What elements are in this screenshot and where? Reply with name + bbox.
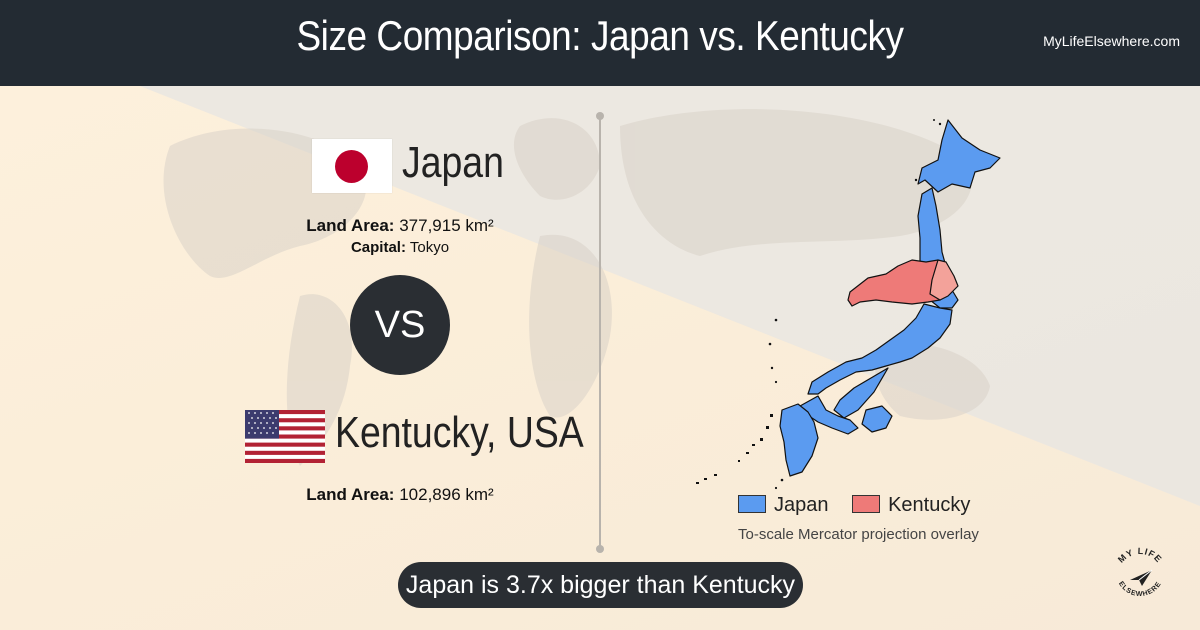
paper-plane-logo-icon: MY LIFE ELSEWHERE (1116, 546, 1164, 598)
island-dots (696, 119, 942, 490)
country-b-area-label: Land Area: (306, 485, 395, 504)
logo-text-bottom: ELSEWHERE (1117, 580, 1162, 598)
country-a-name: Japan (402, 138, 504, 187)
country-a-capital-value: Tokyo (409, 239, 450, 256)
legend-label-japan: Japan (774, 494, 829, 516)
country-a-capital-label: Capital: (350, 239, 406, 256)
divider-bottom-dot (596, 545, 604, 553)
divider-top-dot (596, 112, 604, 120)
comparison-verdict: Japan is 3.7x bigger than Kentucky (398, 562, 803, 608)
country-a-capital: Capital: Tokyo (250, 239, 550, 256)
legend-label-kentucky: Kentucky (888, 494, 971, 516)
country-a-area: Land Area: 377,915 km² (250, 216, 550, 236)
svg-text:ELSEWHERE: ELSEWHERE (1117, 580, 1163, 598)
site-name[interactable]: MyLifeElsewhere.com (1043, 33, 1180, 49)
country-a-area-value: 377,915 km² (399, 216, 494, 235)
header-bar: Size Comparison: Japan vs. Kentucky MyLi… (0, 0, 1200, 86)
japan-flag-icon (312, 139, 392, 193)
country-b-area: Land Area: 102,896 km² (250, 485, 550, 505)
overlay-map (696, 119, 1001, 490)
legend-swatch-kentucky (852, 495, 881, 513)
legend-swatch-japan (738, 495, 766, 513)
map-legend: Japan Kentucky (738, 494, 988, 517)
kentucky-shape (847, 259, 959, 307)
legend-item-kentucky: Kentucky (852, 494, 970, 517)
usa-flag-icon (245, 410, 325, 463)
map-caption: To-scale Mercator projection overlay (738, 526, 979, 543)
logo-text-top: MY LIFE (1116, 546, 1163, 565)
vs-badge: VS (350, 275, 450, 375)
legend-item-japan: Japan (738, 494, 829, 517)
page-title: Size Comparison: Japan vs. Kentucky (296, 12, 904, 59)
country-b-name: Kentucky, USA (335, 408, 584, 457)
vertical-divider (599, 115, 601, 549)
country-b-area-value: 102,896 km² (399, 485, 494, 504)
country-a-area-label: Land Area: (306, 216, 395, 235)
svg-text:MY LIFE: MY LIFE (1116, 546, 1164, 565)
